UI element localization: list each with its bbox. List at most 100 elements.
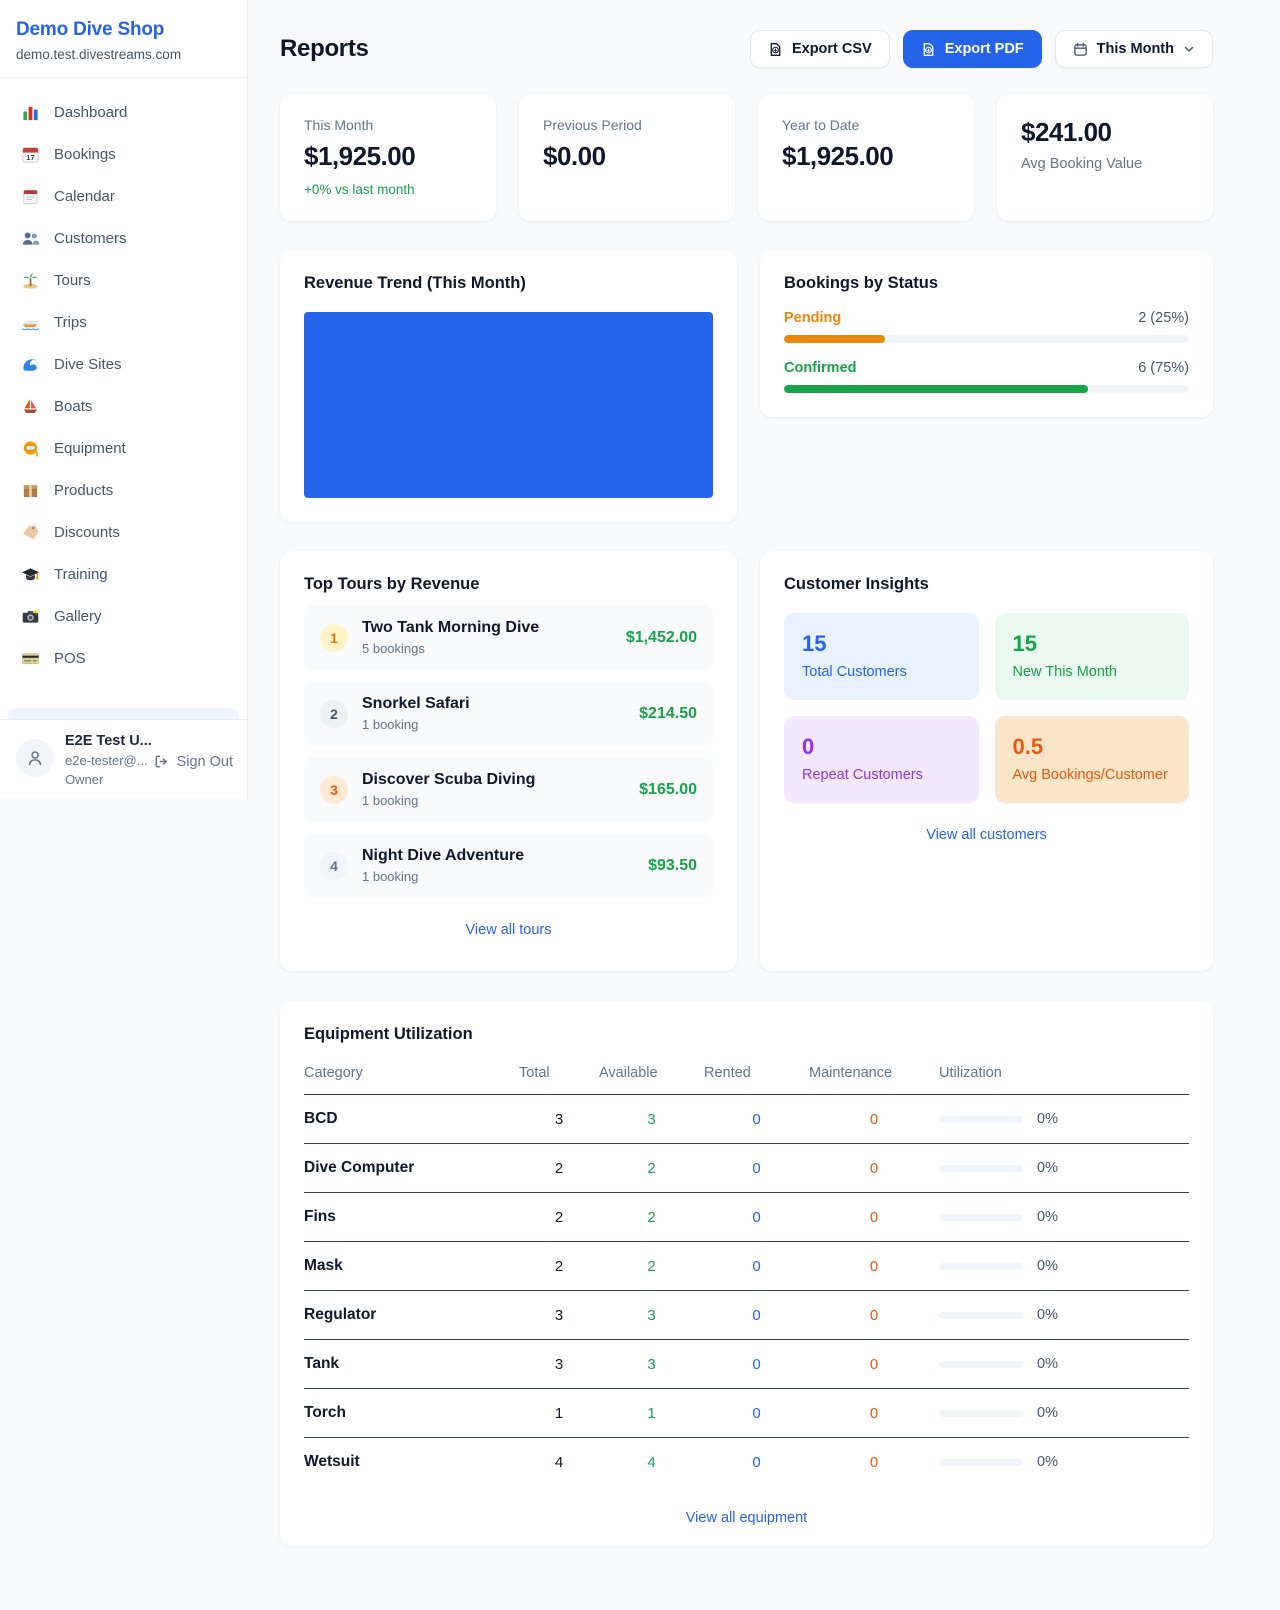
equipment-rented: 0 xyxy=(752,1453,761,1471)
tour-rank-badge: 4 xyxy=(320,851,348,880)
equipment-maintenance: 0 xyxy=(869,1208,879,1226)
equipment-column-header: Maintenance xyxy=(809,1065,893,1081)
tour-revenue: $165.00 xyxy=(639,780,697,798)
sidebar-item-label: Bookings xyxy=(54,145,116,163)
sidebar-item-label: Customers xyxy=(54,229,127,247)
status-progress-track xyxy=(784,385,1189,393)
stats-grid: This Month $1,925.00 +0% vs last month Pre… xyxy=(280,94,1213,221)
equipment-maintenance: 0 xyxy=(869,1453,879,1471)
export-pdf-label: Export PDF xyxy=(944,41,1024,57)
sidebar-item-label: Trips xyxy=(54,313,87,331)
sidebar-item-pos[interactable]: POS xyxy=(8,640,239,676)
equipment-rented: 0 xyxy=(752,1110,761,1128)
equipment-column-header: Category xyxy=(304,1065,363,1081)
equipment-column-header: Total xyxy=(519,1065,550,1081)
equipment-row-wetsuit: Wetsuit 4 4 0 0 0% xyxy=(304,1438,1189,1486)
user-role: Owner xyxy=(65,772,104,787)
stat-label: Previous Period xyxy=(543,117,642,133)
stat-card-avg-booking-value: $241.00 Avg Booking Value xyxy=(997,94,1213,221)
view-all-customers-link[interactable]: View all customers xyxy=(926,827,1047,843)
sidebar-item-customers[interactable]: Customers xyxy=(8,220,239,256)
status-row-pending: Pending 2 (25%) xyxy=(784,310,1189,343)
period-dropdown[interactable]: This Month xyxy=(1054,30,1213,68)
sidebar-item-label: POS xyxy=(54,649,86,667)
insight-tile-new-this-month: 15 New This Month xyxy=(994,613,1189,700)
export-pdf-button[interactable]: Export PDF xyxy=(902,30,1042,68)
tour-rank-badge: 3 xyxy=(320,775,348,804)
sidebar-item-label: Discounts xyxy=(54,523,120,541)
view-all-equipment-link[interactable]: View all equipment xyxy=(685,1510,808,1526)
sidebar-nav: Dashboard 17 Bookings Calendar Customers… xyxy=(0,78,247,708)
status-progress-fill xyxy=(784,335,886,343)
utilization-percent: 0% xyxy=(1037,1160,1058,1176)
sidebar-item-bookings[interactable]: 17 Bookings xyxy=(8,136,239,172)
tour-name: Discover Scuba Diving xyxy=(362,771,536,788)
sidebar-item-calendar[interactable]: Calendar xyxy=(8,178,239,214)
utilization-percent: 0% xyxy=(1037,1258,1058,1274)
stat-card-this-month: This Month $1,925.00 +0% vs last month xyxy=(280,94,496,221)
utilization-bar-track xyxy=(939,1360,1023,1368)
sidebar-item-training[interactable]: Training xyxy=(8,556,239,592)
sidebar-item-gallery[interactable]: Gallery xyxy=(8,598,239,634)
equipment-maintenance: 0 xyxy=(869,1159,879,1177)
insight-label: Avg Bookings/Customer xyxy=(1012,767,1168,783)
equipment-total: 3 xyxy=(554,1355,564,1373)
sidebar-item-tours[interactable]: Tours xyxy=(8,262,239,298)
bookings-by-status-title: Bookings by Status xyxy=(784,274,939,292)
equipment-category: BCD xyxy=(304,1110,338,1127)
island-icon xyxy=(20,270,40,290)
tour-bookings-count: 1 booking xyxy=(362,793,419,808)
tour-revenue: $93.50 xyxy=(648,856,697,874)
credit-card-icon xyxy=(20,648,40,668)
tour-name: Night Dive Adventure xyxy=(362,847,525,864)
equipment-total: 2 xyxy=(554,1159,564,1177)
view-all-tours-link[interactable]: View all tours xyxy=(465,922,552,938)
bar-chart-icon xyxy=(20,102,40,122)
equipment-rented: 0 xyxy=(752,1159,761,1177)
sign-out-button[interactable]: Sign Out xyxy=(153,753,233,770)
person-icon xyxy=(28,751,42,766)
insight-label: New This Month xyxy=(1012,664,1118,680)
user-email: e2e-tester@... xyxy=(65,753,148,768)
equipment-available: 3 xyxy=(647,1306,656,1324)
utilization-percent: 0% xyxy=(1037,1209,1058,1225)
utilization-percent: 0% xyxy=(1037,1111,1058,1127)
sidebar-item-equipment[interactable]: Equipment xyxy=(8,430,239,466)
customer-insights-title: Customer Insights xyxy=(784,575,929,593)
status-row-confirmed: Confirmed 6 (75%) xyxy=(784,360,1189,393)
stat-value: $0.00 xyxy=(543,141,606,171)
sidebar-item-reports-partial[interactable] xyxy=(8,708,239,719)
equipment-available: 1 xyxy=(647,1404,656,1422)
equipment-row-tank: Tank 3 3 0 0 0% xyxy=(304,1340,1189,1389)
insight-value: 15 xyxy=(802,631,827,656)
sidebar-item-dashboard[interactable]: Dashboard xyxy=(8,94,239,130)
equipment-available: 3 xyxy=(647,1110,656,1128)
sidebar-item-trips[interactable]: Trips xyxy=(8,304,239,340)
equipment-utilization-card: Equipment Utilization Category Total Ava… xyxy=(280,1001,1213,1546)
top-tours-card: Top Tours by Revenue 1 Two Tank Morning … xyxy=(280,551,737,971)
tour-name: Two Tank Morning Dive xyxy=(362,619,540,636)
tour-row-discover-scuba-diving: 3 Discover Scuba Diving 1 booking $165.0… xyxy=(304,757,713,822)
equipment-total: 1 xyxy=(554,1404,564,1422)
status-progress-fill xyxy=(784,385,1088,393)
tour-row-two-tank-morning-dive: 1 Two Tank Morning Dive 5 bookings $1,45… xyxy=(304,605,713,670)
sidebar-item-label: Calendar xyxy=(54,187,115,205)
shop-name[interactable]: Demo Dive Shop xyxy=(16,19,165,40)
header-actions: Export CSV Export PDF This Month xyxy=(749,30,1213,68)
bookings-by-status-card: Bookings by Status Pending 2 (25%) Confi… xyxy=(760,250,1213,417)
equipment-table-header: Category Total Available Rented Maintena… xyxy=(304,1059,1189,1095)
sidebar-item-dive-sites[interactable]: Dive Sites xyxy=(8,346,239,382)
equipment-column-header: Available xyxy=(599,1065,658,1081)
sidebar-item-label: Gallery xyxy=(54,607,102,625)
sidebar-item-products[interactable]: Products xyxy=(8,472,239,508)
insight-label: Repeat Customers xyxy=(802,767,923,783)
insight-value: 0.5 xyxy=(1012,734,1044,759)
sidebar-item-label: Boats xyxy=(54,397,93,415)
tour-revenue: $1,452.00 xyxy=(625,628,697,646)
equipment-available: 2 xyxy=(647,1159,656,1177)
equipment-rented: 0 xyxy=(752,1355,761,1373)
sidebar-item-discounts[interactable]: Discounts xyxy=(8,514,239,550)
equipment-category: Mask xyxy=(304,1257,343,1274)
export-csv-button[interactable]: Export CSV xyxy=(749,30,890,68)
sidebar-item-boats[interactable]: Boats xyxy=(8,388,239,424)
